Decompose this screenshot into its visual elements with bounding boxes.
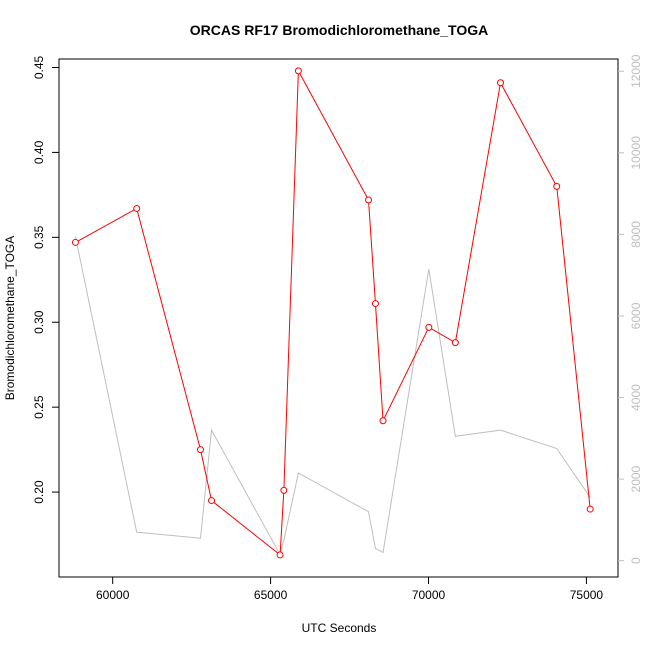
data-point-9: [379, 417, 387, 425]
y2-tick-label-5: 10000: [629, 136, 643, 170]
y2-tick-label-2: 4000: [629, 384, 643, 411]
data-point-14: [586, 505, 594, 513]
primary-series-line: [75, 69, 591, 556]
x-axis-label: UTC Seconds: [302, 621, 377, 635]
data-point-3: [208, 497, 216, 505]
y-tick-label-1: 0.25: [32, 395, 46, 419]
primary-series-layer: [71, 67, 594, 559]
y-tick-label-2: 0.30: [32, 310, 46, 334]
chart-title: ORCAS RF17 Bromodichloromethane_TOGA: [190, 22, 488, 38]
data-point-7: [365, 196, 373, 204]
y-tick-label-4: 0.40: [32, 140, 46, 164]
y2-tick-label-4: 8000: [629, 221, 643, 248]
y2-tick-label-1: 2000: [629, 465, 643, 492]
data-point-2: [196, 446, 204, 454]
y2-tick-label-0: 0: [629, 557, 643, 564]
data-point-5: [280, 486, 288, 494]
data-point-0: [71, 238, 79, 246]
y-tick-label-0: 0.20: [32, 480, 46, 504]
y2-tick-label-3: 6000: [629, 302, 643, 329]
data-point-6: [294, 67, 302, 75]
secondary-series-layer: [74, 236, 591, 556]
plot-frame: [58, 58, 619, 578]
x-tick-label-1: 65000: [254, 588, 288, 602]
y-tick-label-3: 0.35: [32, 225, 46, 249]
data-point-1: [133, 204, 141, 212]
y-tick-label-5: 0.45: [32, 55, 46, 79]
data-point-12: [497, 79, 505, 87]
x-tick-label-3: 75000: [570, 588, 604, 602]
y-axis-label: Bromodichloromethane_TOGA: [3, 236, 17, 401]
data-point-13: [553, 182, 561, 190]
axes-layer: 60000 65000 70000 750000.200.250.300.350.40…: [32, 54, 643, 602]
data-point-10: [425, 323, 433, 331]
data-point-4: [276, 551, 284, 559]
y2-tick-label-6: 12000: [629, 54, 643, 88]
x-tick-label-0: 60000: [96, 588, 130, 602]
data-point-11: [451, 339, 459, 347]
secondary-series-line: [74, 236, 591, 556]
x-tick-label-2: 70000: [412, 588, 446, 602]
data-point-8: [371, 300, 379, 308]
